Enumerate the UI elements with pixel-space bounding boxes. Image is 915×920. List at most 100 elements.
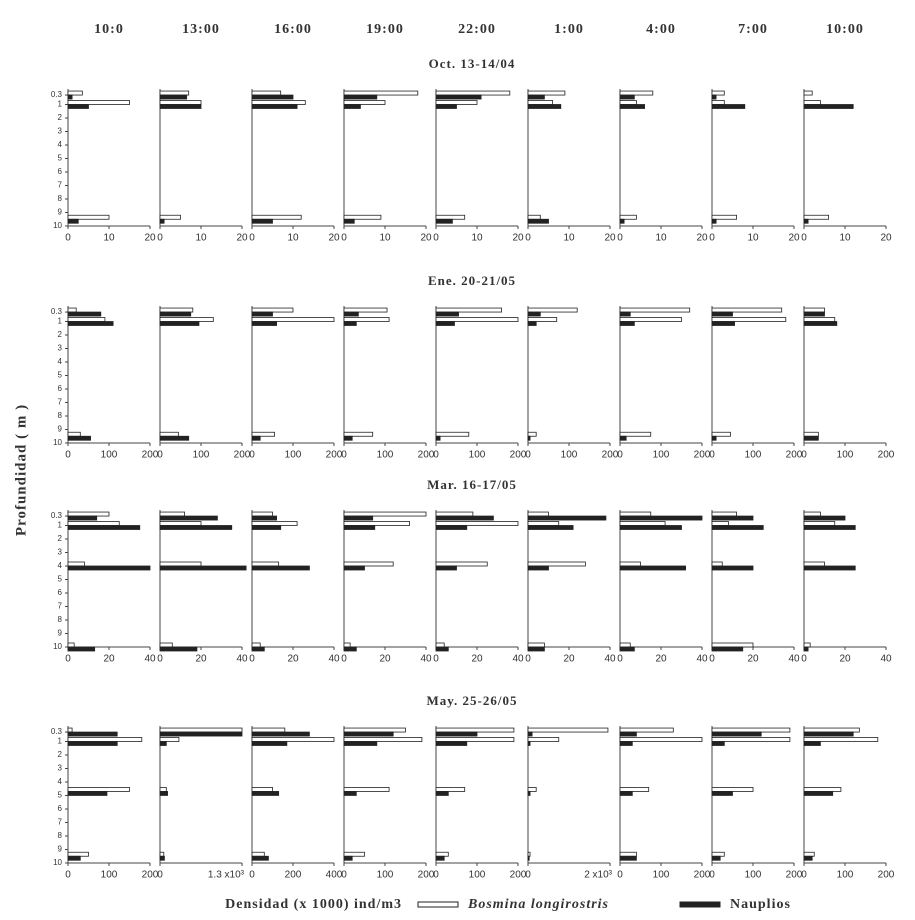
bar (711, 218, 717, 224)
x-tick-label: 0 (249, 870, 255, 881)
bar (343, 737, 423, 742)
y-tick-label: 4 (58, 777, 63, 786)
y-tick-label: 2 (58, 534, 63, 543)
x-tick-label: 200 (510, 450, 527, 461)
bar (251, 525, 282, 530)
bar (67, 642, 75, 648)
bar (159, 435, 190, 441)
bar (251, 435, 261, 441)
y-tick-label: 10 (53, 438, 62, 447)
bar (343, 515, 374, 521)
bar (527, 855, 530, 861)
bar (619, 525, 682, 530)
y-tick-label: 1 (58, 317, 63, 326)
x-tick-label: 0 (65, 450, 71, 461)
bar (67, 214, 110, 220)
x-tick-label: 0 (617, 450, 623, 461)
bar (251, 731, 310, 737)
row-title: Mar. 16-17/05 (427, 477, 517, 492)
x-tick-label: 20 (512, 233, 524, 244)
x-tick-label: 40 (328, 654, 340, 665)
y-tick-label: 9 (58, 845, 63, 854)
row-title: Oct. 13-14/04 (429, 56, 516, 71)
x-tick-label: 20 (144, 233, 156, 244)
bar (711, 741, 725, 746)
x-tick-label: 0 (617, 233, 623, 244)
bar (159, 218, 165, 224)
x-tick-label: 100 (745, 870, 762, 881)
x-tick-label: 20 (604, 233, 616, 244)
bar (159, 646, 198, 652)
bar (527, 791, 531, 796)
y-tick-label: 10 (53, 642, 62, 651)
bar (803, 851, 815, 857)
bar (67, 791, 108, 796)
bar (67, 787, 130, 792)
bar (527, 311, 541, 317)
bar (711, 525, 764, 530)
bar (711, 737, 791, 742)
bar (803, 741, 821, 746)
bar (343, 521, 410, 526)
bar (435, 737, 515, 742)
x-tick-label: 0 (525, 450, 531, 461)
x-tick-label: 100 (469, 870, 486, 881)
bar (711, 104, 746, 109)
bar (435, 642, 445, 648)
bar (619, 435, 627, 441)
y-tick-label: 6 (58, 588, 63, 597)
bar (619, 521, 666, 526)
y-tick-label: 0.3 (51, 727, 63, 736)
bar (159, 525, 233, 530)
y-tick-label: 8 (58, 194, 63, 203)
bar (343, 727, 406, 733)
x-tick-label: 100 (837, 450, 854, 461)
x-tick-label: 10 (379, 233, 391, 244)
bar (67, 515, 98, 521)
bar (435, 741, 468, 746)
bar (619, 515, 703, 521)
x-tick-label: 0 (157, 654, 163, 665)
y-tick-label: 4 (58, 357, 63, 366)
bar (67, 307, 77, 313)
bar (619, 307, 691, 313)
bar (619, 642, 631, 648)
y-tick-label: 5 (58, 371, 63, 380)
x-tick-label: 20 (287, 654, 299, 665)
y-tick-label: 9 (58, 208, 63, 217)
bar (619, 561, 641, 567)
x-tick-label: 0 (433, 450, 439, 461)
bar (527, 565, 549, 571)
bar (711, 317, 787, 322)
y-tick-label: 6 (58, 167, 63, 176)
x-tick-label: 0 (341, 654, 347, 665)
x-tick-label: 0 (617, 654, 623, 665)
y-tick-label: 5 (58, 154, 63, 163)
bar (343, 218, 355, 224)
bar (435, 218, 453, 224)
bar (527, 94, 545, 100)
x-tick-label: 0 (525, 233, 531, 244)
x-tick-label: 100 (745, 450, 762, 461)
bar (527, 104, 562, 109)
bar (67, 741, 118, 746)
bar (343, 321, 357, 326)
bar (343, 431, 374, 437)
y-tick-label: 10 (53, 221, 62, 230)
bar (435, 317, 519, 322)
bar (619, 731, 637, 737)
x-tick-label: 200 (878, 870, 895, 881)
bar (343, 214, 382, 220)
bar (67, 851, 89, 857)
bar (435, 100, 478, 105)
bar (67, 104, 89, 109)
y-tick-label: 5 (58, 791, 63, 800)
bar (711, 731, 762, 737)
bar (803, 525, 856, 530)
bar (67, 90, 83, 96)
bar (343, 90, 419, 96)
bar (803, 511, 821, 517)
x-tick-label: 100 (285, 450, 302, 461)
bar (159, 741, 167, 746)
